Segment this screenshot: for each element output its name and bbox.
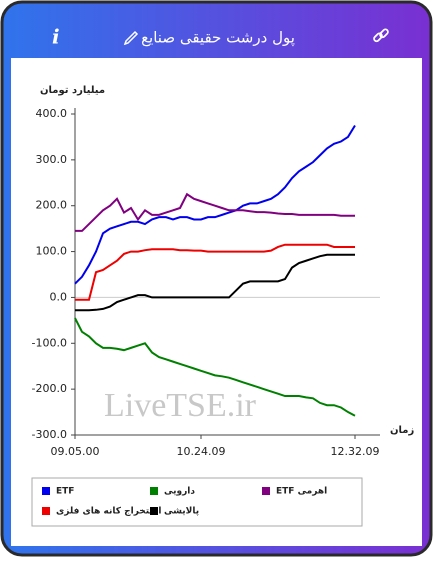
watermark: LiveTSE.ir	[104, 387, 257, 424]
legend-label: استخراج کانه های فلزی	[56, 507, 161, 517]
x-tick-label: 10.24.09	[177, 445, 226, 458]
y-tick-label: 300.0	[36, 153, 68, 166]
legend-swatch	[150, 507, 158, 515]
x-tick-label: 12.32.09	[331, 445, 380, 458]
y-axis-label: میلیارد تومان	[40, 85, 105, 96]
y-tick-label: -100.0	[32, 336, 67, 349]
legend-swatch	[262, 487, 270, 495]
series-line	[74, 317, 356, 417]
legend	[31, 477, 363, 527]
y-tick-label: -300.0	[32, 428, 67, 441]
legend-label: دارویی	[164, 487, 195, 497]
info-icon[interactable]: i	[52, 25, 60, 49]
y-tick-label: 200.0	[36, 199, 68, 212]
y-tick-label: -200.0	[32, 382, 67, 395]
legend-label: پالایشی	[164, 507, 199, 517]
legend-label: ETF اهرمی	[276, 487, 327, 497]
x-tick-label: 09.05.00	[51, 445, 100, 458]
link-icon[interactable]	[373, 28, 389, 43]
card-title: پول درشت حقیقی صنایع	[141, 29, 295, 48]
series-line	[74, 124, 356, 285]
legend-swatch	[150, 487, 158, 495]
edit-icon[interactable]	[123, 30, 139, 46]
series-line	[75, 253, 355, 312]
y-tick-label: 100.0	[36, 245, 68, 258]
x-axis-label: زمان	[390, 425, 414, 436]
y-tick-label: 0.0	[50, 290, 68, 303]
series-line	[75, 243, 355, 301]
legend-swatch	[42, 507, 50, 515]
y-tick-label: 400.0	[36, 107, 68, 120]
card-body	[11, 58, 422, 546]
series-line	[75, 192, 355, 232]
legend-label: ETF	[56, 487, 74, 497]
legend-swatch	[42, 487, 50, 495]
